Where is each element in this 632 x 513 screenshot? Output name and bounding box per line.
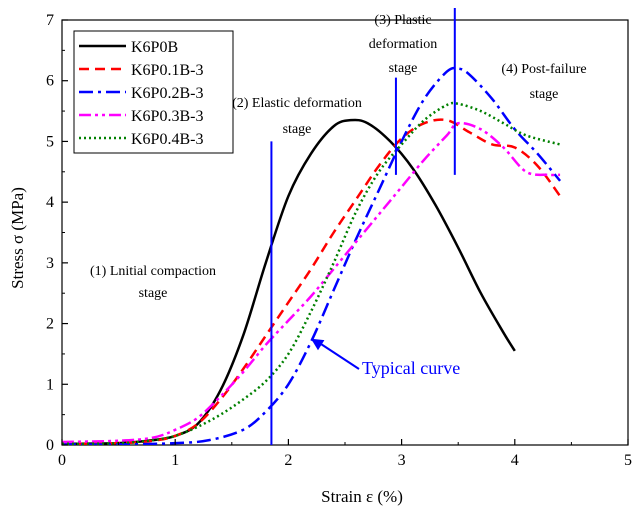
annotation-stage2-line: stage	[283, 122, 312, 137]
annotation-stage3-line: (3) Plastic	[374, 13, 431, 28]
x-tick-label: 1	[171, 452, 179, 469]
x-tick-label: 0	[58, 452, 66, 469]
axes-group: 0 1 2 3 4 5 0 1 2 3 4 5 6 7	[46, 12, 632, 469]
y-tick-label: 1	[46, 376, 54, 393]
y-tick-label: 4	[46, 194, 54, 211]
legend-label-1: K6P0.1B-3	[131, 62, 203, 79]
y-tick-label: 5	[46, 133, 54, 150]
x-tick-label: 3	[398, 452, 406, 469]
annotation-stage4-line: stage	[530, 87, 559, 102]
series-line-0	[62, 118, 516, 445]
x-tick-label: 2	[284, 452, 292, 469]
y-tick-label: 3	[46, 255, 54, 272]
y-tick-label: 0	[46, 437, 54, 454]
annotation-stage3-line: deformation	[369, 37, 437, 52]
legend-label-2: K6P0.2B-3	[131, 85, 203, 102]
legend-label-4: K6P0.4B-3	[131, 131, 203, 148]
annotation-stage1-line: (1) Lnitial compaction	[90, 264, 216, 279]
y-tick-label: 7	[46, 12, 54, 29]
series-group	[62, 66, 562, 445]
annotation-stage1-line: stage	[139, 286, 168, 301]
series-line-1	[62, 118, 562, 445]
annotations-group: (1) Lnitial compaction stage (2) Elastic d…	[90, 13, 587, 378]
y-axis-label: Stress σ (MPa)	[8, 187, 27, 289]
callout-text: Typical curve	[362, 358, 460, 378]
x-tick-label: 4	[511, 452, 519, 469]
stage-lines-group	[270, 8, 456, 445]
legend: K6P0B K6P0.1B-3 K6P0.2B-3 K6P0.3B-3 K6P0.4B-…	[73, 30, 234, 154]
x-tick-label: 5	[624, 452, 632, 469]
series-line-3	[62, 121, 561, 444]
annotation-stage3-line: stage	[389, 61, 418, 76]
y-tick-label: 2	[46, 316, 54, 333]
series-line-4	[62, 101, 561, 445]
series-line-2	[62, 66, 562, 445]
annotation-stage2-line: (2) Elastic deformation	[232, 96, 362, 111]
legend-label-3: K6P0.3B-3	[131, 108, 203, 125]
callout-arrow-line	[318, 341, 360, 370]
y-tick-label: 6	[46, 73, 54, 90]
x-axis-label: Strain ε (%)	[321, 487, 403, 506]
callout-arrow-head	[311, 338, 325, 351]
annotation-stage4-line: (4) Post-failure	[501, 62, 586, 77]
legend-label-0: K6P0B	[131, 39, 178, 56]
